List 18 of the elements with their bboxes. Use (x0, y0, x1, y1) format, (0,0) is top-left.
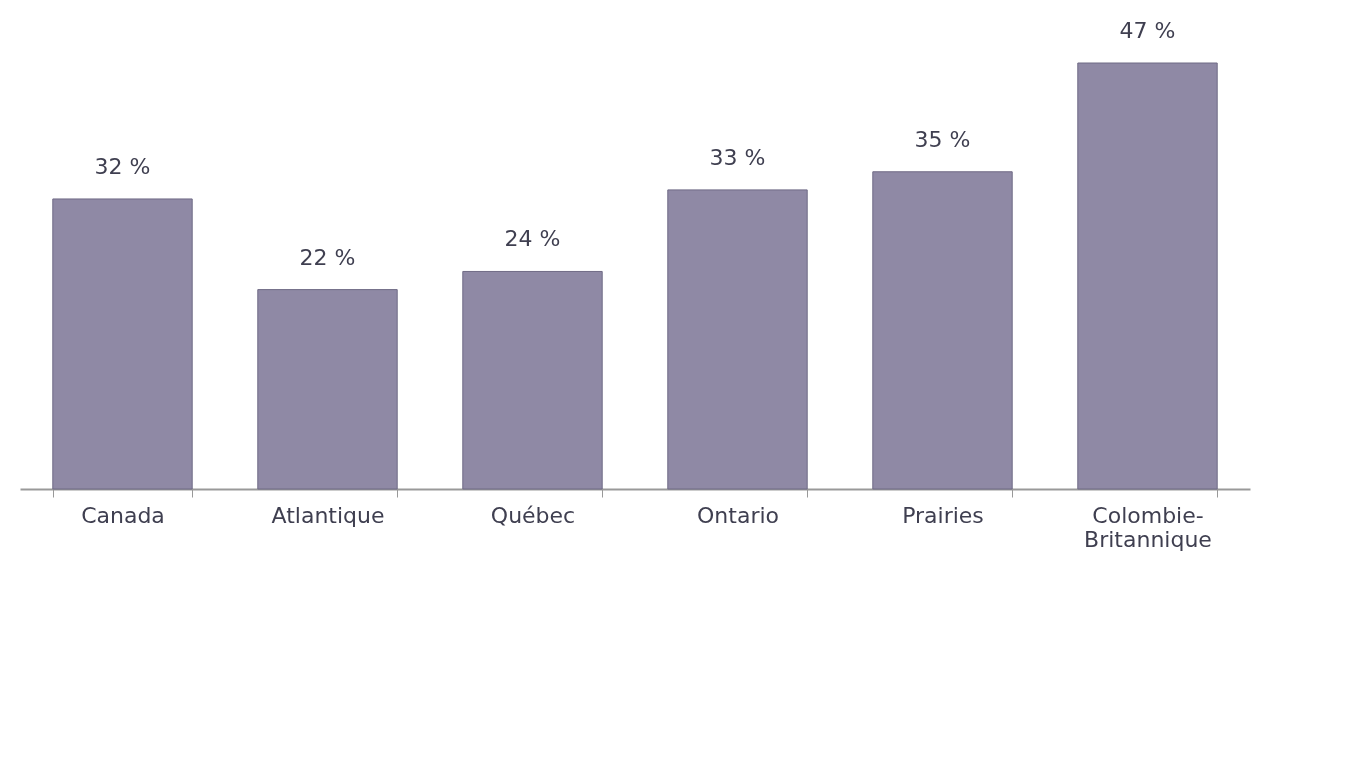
data-label: 33 % (709, 144, 766, 170)
data-label: 24 % (504, 226, 561, 252)
bar (872, 171, 1013, 490)
data-label: 32 % (94, 153, 151, 179)
x-tick-label: Atlantique (271, 502, 385, 528)
data-label: 22 % (299, 244, 356, 270)
x-tick-label: Ontario (697, 502, 779, 528)
bar (257, 289, 398, 490)
bar (1077, 62, 1218, 490)
data-label: 35 % (914, 126, 971, 152)
bar (52, 198, 193, 490)
x-tick-label: Colombie-Britannique (1084, 502, 1212, 552)
x-tick-label: Prairies (902, 502, 984, 528)
x-tick-label: Canada (81, 502, 165, 528)
bar (667, 189, 808, 490)
bar (462, 270, 603, 490)
x-tick-label: Québec (490, 502, 576, 528)
data-label: 47 % (1119, 18, 1176, 43)
